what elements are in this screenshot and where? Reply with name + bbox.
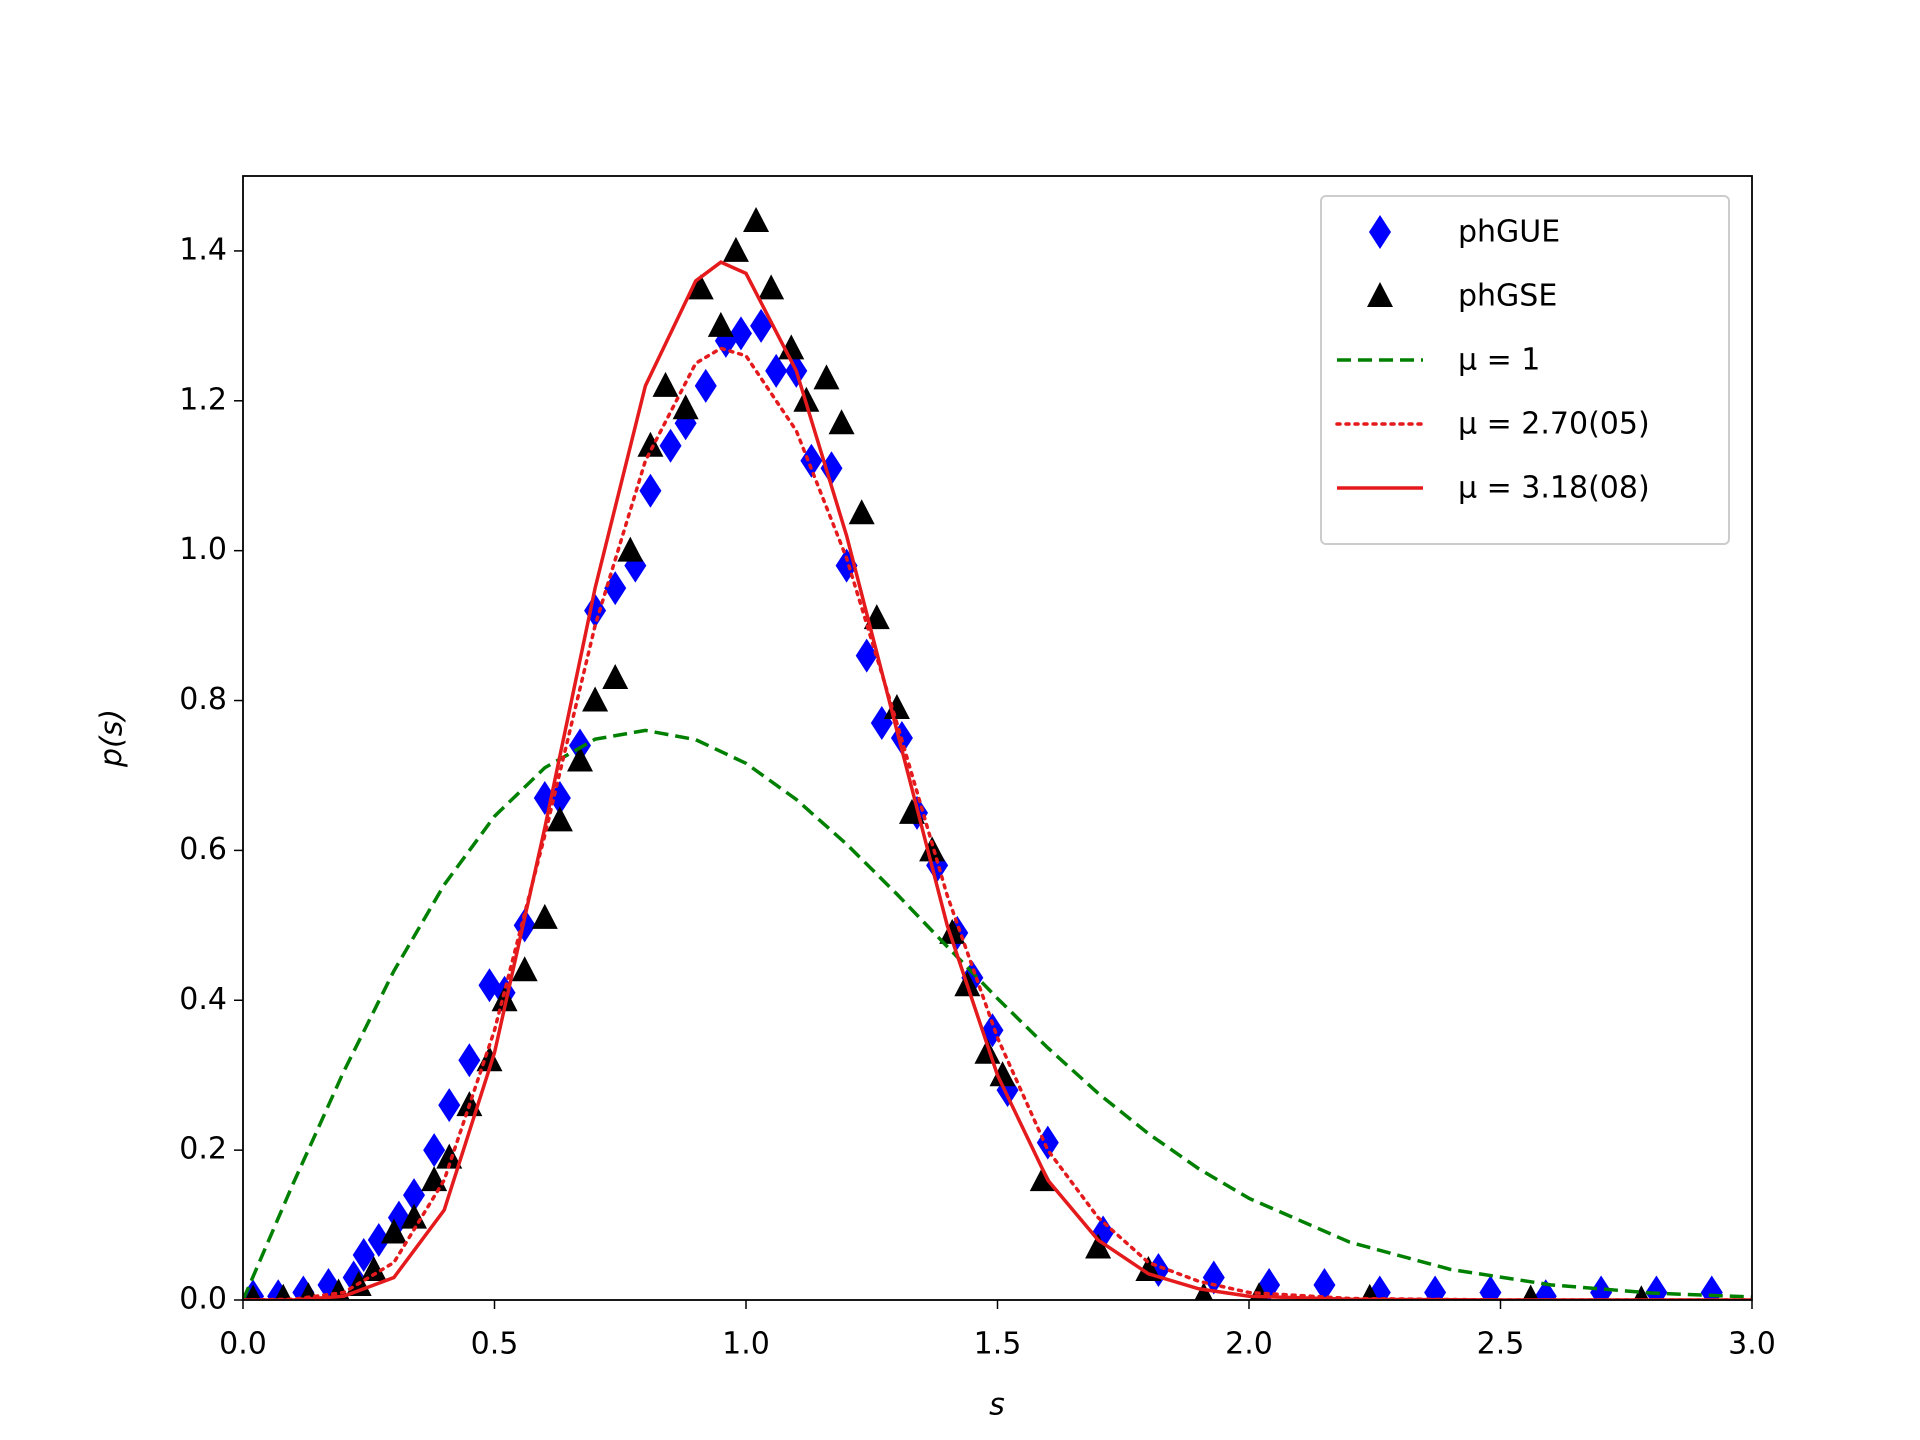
axes-frame (242, 175, 1753, 1301)
legend-marker (1369, 215, 1391, 249)
curve (243, 346, 1752, 1300)
data-point (1029, 1166, 1056, 1192)
data-point (729, 316, 752, 351)
data-point (848, 499, 875, 525)
data-point (423, 1133, 446, 1168)
data-point (1361, 1283, 1379, 1300)
y-tick-label: 0.0 (179, 1282, 227, 1317)
y-axis-label: p(s) (95, 709, 130, 768)
data-point (1085, 1233, 1112, 1259)
legend-label: μ = 1 (1458, 343, 1540, 378)
data-point (367, 1223, 390, 1258)
data-point (274, 1283, 292, 1300)
data-point (919, 836, 946, 862)
data-point (491, 986, 518, 1012)
data-point (531, 903, 558, 929)
data-point (1424, 1275, 1447, 1300)
data-point (939, 918, 966, 944)
x-tick-label: 1.5 (974, 1327, 1022, 1362)
y-tick-label: 1.4 (179, 232, 227, 267)
data-point (989, 1061, 1016, 1087)
data-point (800, 443, 823, 478)
y-tick-label: 1.2 (179, 382, 227, 417)
x-tick-label: 2.0 (1225, 1327, 1273, 1362)
data-point (974, 1038, 1001, 1064)
data-point (604, 571, 627, 606)
data-point (421, 1166, 448, 1192)
data-point (582, 686, 609, 712)
data-point (722, 236, 749, 262)
x-tick-label: 3.0 (1728, 1327, 1776, 1362)
data-point (1700, 1275, 1723, 1300)
curve (243, 260, 1752, 1300)
data-point (694, 368, 717, 403)
y-tick-label: 0.2 (179, 1132, 227, 1167)
x-tick-label: 2.5 (1477, 1327, 1525, 1362)
data-point (639, 473, 662, 508)
data-point (602, 664, 629, 690)
data-point (820, 451, 843, 486)
legend-box (1320, 195, 1730, 545)
x-tick-label: 0.5 (471, 1327, 519, 1362)
data-point (813, 364, 840, 390)
data-point (758, 274, 785, 300)
data-point (438, 1088, 461, 1123)
data-point (778, 334, 805, 360)
data-point (1633, 1285, 1650, 1300)
y-tick-label: 0.6 (179, 832, 227, 867)
plot-area (243, 206, 1752, 1300)
data-point (458, 1043, 481, 1078)
data-point (765, 353, 788, 388)
data-point (828, 409, 855, 435)
data-point (1036, 1125, 1059, 1160)
data-point (511, 956, 538, 982)
data-point (401, 1203, 428, 1229)
data-point (652, 371, 679, 397)
legend-label: μ = 3.18(08) (1458, 471, 1650, 506)
data-point (637, 431, 664, 457)
legend-marker (1367, 282, 1393, 307)
data-point (436, 1143, 463, 1169)
data-point (687, 274, 714, 300)
data-point (707, 311, 734, 337)
data-point (1590, 1275, 1613, 1300)
data-point (352, 1238, 375, 1273)
y-tick-label: 0.4 (179, 982, 227, 1017)
data-point (569, 728, 592, 763)
legend-label: phGSE (1458, 279, 1557, 314)
x-tick-label: 0.0 (219, 1327, 267, 1362)
data-point (883, 694, 910, 720)
x-axis-label: s (989, 1388, 1005, 1423)
data-point (360, 1256, 387, 1282)
data-point (1534, 1279, 1557, 1300)
y-tick-label: 1.0 (179, 532, 227, 567)
data-point (567, 746, 594, 772)
data-point (403, 1178, 426, 1213)
data-point (617, 536, 644, 562)
data-point (659, 428, 682, 463)
data-point (672, 394, 699, 420)
data-point (380, 1218, 407, 1244)
y-tick-label: 0.8 (179, 682, 227, 717)
curve (243, 728, 1752, 1300)
data-point (1522, 1284, 1539, 1300)
data-point (750, 308, 773, 343)
data-point (299, 1282, 318, 1300)
x-tick-label: 1.0 (722, 1327, 770, 1362)
legend-label: phGUE (1458, 215, 1560, 250)
data-point (1479, 1275, 1502, 1300)
data-point (1313, 1268, 1336, 1300)
data-point (546, 806, 573, 832)
legend-label: μ = 2.70(05) (1458, 407, 1650, 442)
data-point (743, 206, 770, 232)
data-point (245, 1284, 262, 1300)
